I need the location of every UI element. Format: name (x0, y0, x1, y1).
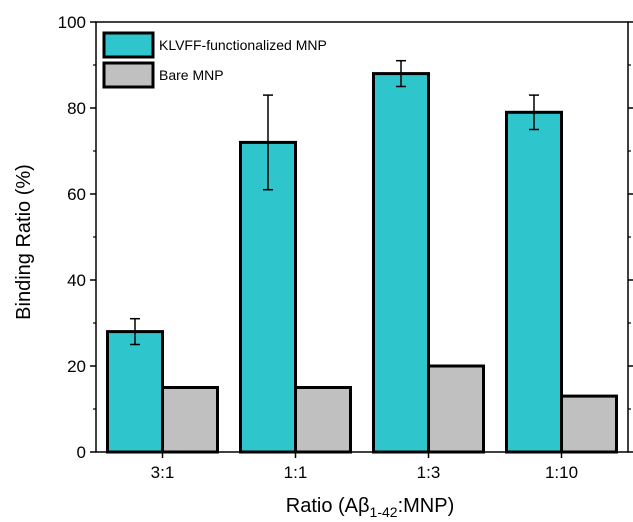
x-tick-label: 1:1 (284, 463, 308, 482)
bar-series-1-3:1 (106, 330, 164, 454)
bar-series-1-1:3 (372, 72, 430, 454)
x-axis-title: Ratio (Aβ1-42:MNP) (286, 495, 454, 520)
legend: KLVFF-functionalized MNP Bare MNP (102, 31, 327, 89)
x-axis-title-prefix: Ratio (A (286, 495, 359, 517)
x-tick-label: 1:10 (545, 463, 578, 482)
plot-area (106, 59, 618, 454)
x-axis-title-beta: β (358, 495, 370, 517)
bar-series-2-3:1 (161, 386, 219, 454)
bar-series-2-1:3 (427, 364, 485, 454)
legend-label-2: Bare MNP (159, 67, 224, 83)
x-tick-label: 3:1 (151, 463, 175, 482)
axes: 3:1 1:1 1:3 1:10 0 20 40 60 80 100 (58, 13, 633, 482)
bar-series-1-1:1 (239, 140, 297, 454)
legend-swatch-2 (102, 61, 155, 89)
plot-frame (95, 21, 629, 453)
y-tick-label: 60 (67, 185, 86, 204)
x-tick-label: 1:3 (417, 463, 441, 482)
x-axis-title-subscript: 1-42 (370, 504, 398, 520)
y-tick-label: 80 (67, 99, 86, 118)
y-tick-label: 40 (67, 271, 86, 290)
bar-series-2-1:10 (560, 394, 618, 454)
bar-series-1-1:10 (505, 110, 563, 454)
y-tick-label: 20 (67, 357, 86, 376)
x-axis-title-suffix: :MNP) (398, 495, 455, 517)
bar-series-2-1:1 (294, 386, 352, 454)
legend-swatch-1 (102, 31, 155, 59)
y-axis-title: Binding Ratio (%) (13, 164, 35, 320)
legend-label-1: KLVFF-functionalized MNP (159, 37, 327, 53)
y-tick-label: 100 (58, 13, 86, 32)
y-tick-label: 0 (77, 443, 86, 462)
